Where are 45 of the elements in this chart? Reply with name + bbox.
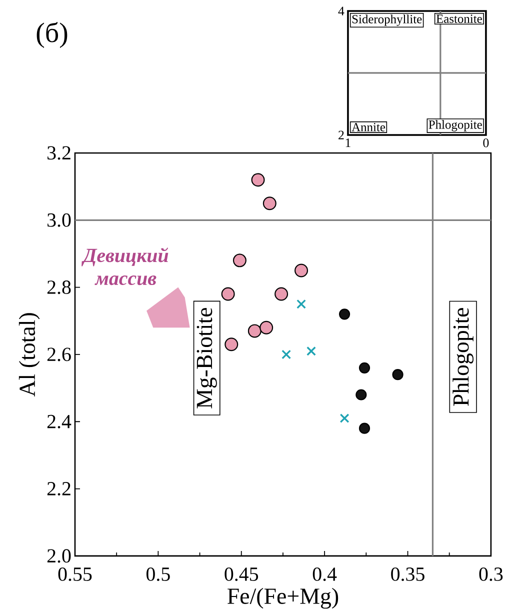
- x-tick-label: 0.35: [391, 567, 424, 581]
- point: [339, 308, 350, 320]
- point: [274, 287, 288, 301]
- y-tick-label: 2.6: [47, 348, 71, 362]
- point: [340, 414, 350, 423]
- y-tick-label: 4: [338, 6, 344, 16]
- point: [232, 254, 246, 268]
- chart-title: (б): [36, 22, 68, 48]
- x-axis-title: Fe/(Fe+Mg): [228, 588, 338, 609]
- annotation: Mg-Biotite: [196, 308, 217, 408]
- y-tick-label: 3.2: [48, 146, 70, 160]
- point: [221, 287, 235, 301]
- x-tick-label: 0.3: [479, 567, 503, 581]
- point: [358, 362, 370, 374]
- y-tick-label: 2: [338, 130, 344, 140]
- series-label: Девицкий массив: [82, 248, 168, 286]
- point: [294, 264, 308, 278]
- x-tick-label: 0: [483, 138, 489, 148]
- y-tick-label: 2.2: [47, 482, 70, 496]
- x-tick-label: 0.55: [58, 567, 92, 581]
- point: [251, 173, 265, 187]
- x-tick-label: 1: [346, 138, 350, 148]
- point: [306, 346, 316, 356]
- y-tick-label: 3.0: [48, 213, 71, 227]
- point: [224, 338, 238, 352]
- y-tick-label: 2.0: [47, 549, 71, 563]
- annotation: Eastonite: [436, 14, 482, 23]
- point: [358, 422, 370, 434]
- x-tick-label: 0.4: [312, 567, 337, 581]
- y-tick-label: 2.4: [47, 414, 72, 428]
- x-tick-label: 0.45: [224, 567, 258, 581]
- point: [262, 196, 276, 210]
- annotation: Siderophyllite: [352, 14, 422, 26]
- x-tick-label: 0.5: [146, 567, 170, 581]
- annotation: Phlogopite: [428, 120, 482, 132]
- point: [356, 389, 367, 400]
- annotation: Annite: [352, 123, 386, 132]
- point: [248, 324, 262, 338]
- annotation: Phlogopite: [452, 308, 474, 406]
- y-axis-title: Al (total): [18, 313, 40, 397]
- point: [296, 299, 306, 309]
- point: [282, 350, 292, 360]
- y-tick-label: 2.8: [47, 280, 71, 294]
- point: [392, 369, 404, 380]
- point: [260, 320, 274, 334]
